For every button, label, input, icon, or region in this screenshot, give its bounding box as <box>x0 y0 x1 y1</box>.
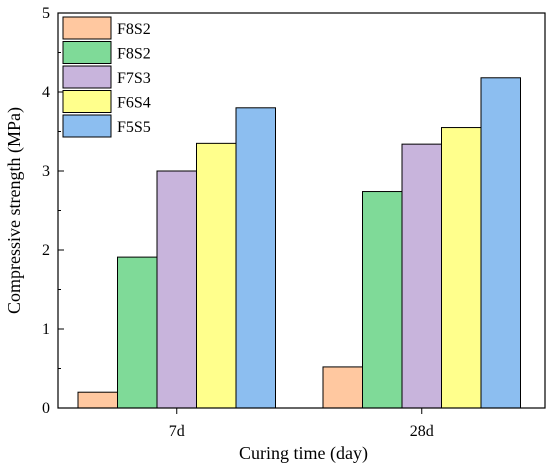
bar-f8s2-28d <box>362 191 403 409</box>
legend-label: F8S2 <box>117 46 151 63</box>
legend-swatch-f8s2 <box>62 41 112 64</box>
bar-f5s5-7d <box>235 107 276 409</box>
y-tick-label: 1 <box>42 321 50 338</box>
x-axis-title: Curing time (day) <box>239 443 368 464</box>
bar-f6s4-7d <box>196 142 237 409</box>
axes-group: 0 1 2 3 4 5 7d 28d <box>42 5 546 440</box>
y-tick-label: 0 <box>42 400 50 417</box>
y-axis-title: Compressive strength (MPa) <box>4 107 25 314</box>
legend-label: F8S2 <box>117 21 151 38</box>
legend-label: F5S5 <box>117 119 151 136</box>
legend-swatch-f5s5 <box>62 114 112 138</box>
legend-label: F7S3 <box>117 70 151 87</box>
legend: F8S2 F8S2 F7S3 F6S4 F5S5 <box>62 16 151 138</box>
legend-swatch-f8s2 <box>62 16 112 40</box>
x-tick-label-7d: 7d <box>169 423 185 440</box>
legend-swatch-f6s4 <box>62 90 112 113</box>
legend-label: F6S4 <box>117 95 151 112</box>
y-tick-label: 2 <box>42 242 50 259</box>
bars-group <box>77 77 521 409</box>
legend-swatch-f7s3 <box>62 65 112 89</box>
y-tick-label: 5 <box>42 5 50 22</box>
y-tick-label: 3 <box>42 163 50 180</box>
bar-f8s2-7d <box>117 256 158 409</box>
bar-f7s3-7d <box>156 170 197 409</box>
bar-f8s2-7d <box>77 391 118 409</box>
bar-f5s5-28d <box>480 77 521 409</box>
bar-f8s2-28d <box>322 366 363 409</box>
x-tick-label-28d: 28d <box>410 423 434 440</box>
bar-f6s4-28d <box>441 127 482 409</box>
y-tick-label: 4 <box>42 84 50 101</box>
bar-f7s3-28d <box>401 143 442 409</box>
